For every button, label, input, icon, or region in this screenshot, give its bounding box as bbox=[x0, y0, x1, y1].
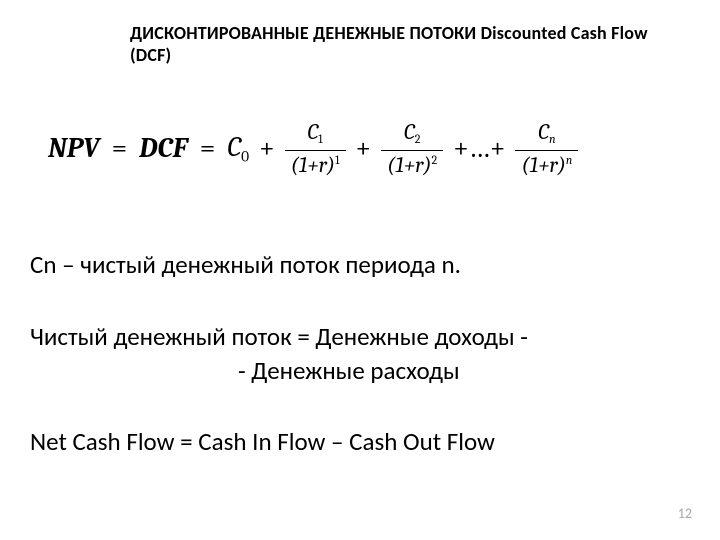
ellipsis: +…+ bbox=[449, 132, 509, 164]
c0-sub: 0 bbox=[241, 148, 249, 166]
page-number: 12 bbox=[678, 505, 692, 522]
plus-sign: + bbox=[352, 132, 376, 164]
slide-title: ДИСКОНТИРОВАННЫЕ ДЕНЕЖНЫЕ ПОТОКИ Discoun… bbox=[130, 22, 690, 66]
c0-base: C bbox=[227, 131, 241, 163]
term-c0: C0 bbox=[227, 131, 249, 165]
definition-cn: Cn – чистый денежный поток периода n. bbox=[30, 248, 690, 282]
net-cash-flow-ru-line1: Чистый денежный поток = Денежные доходы … bbox=[30, 320, 690, 354]
term-cn: Cn (1+r)n bbox=[515, 120, 578, 177]
cn-num: Cn bbox=[532, 120, 561, 150]
term-c1: C1 (1+r)1 bbox=[285, 120, 346, 177]
plus-sign: + bbox=[255, 132, 279, 164]
term-c2: C2 (1+r)2 bbox=[381, 120, 443, 177]
c2-num: C2 bbox=[398, 120, 427, 150]
cn-den: (1+r)n bbox=[515, 150, 578, 177]
c2-den: (1+r)2 bbox=[381, 150, 443, 177]
c1-num: C1 bbox=[301, 120, 328, 150]
equals-sign: = bbox=[194, 132, 222, 164]
slide: ДИСКОНТИРОВАННЫЕ ДЕНЕЖНЫЕ ПОТОКИ Discoun… bbox=[0, 0, 720, 540]
formula-lhs-npv: NPV bbox=[48, 132, 100, 164]
net-cash-flow-en: Net Cash Flow = Cash In Flow – Cash Out … bbox=[30, 425, 690, 459]
c1-den: (1+r)1 bbox=[285, 150, 346, 177]
formula-lhs-dcf: DCF bbox=[139, 132, 188, 164]
equals-sign: = bbox=[106, 132, 134, 164]
npv-formula: NPV = DCF = C0 + C1 (1+r)1 + C2 (1+r)2 +… bbox=[48, 120, 672, 177]
net-cash-flow-ru-line2: - Денежные расходы bbox=[238, 354, 690, 388]
